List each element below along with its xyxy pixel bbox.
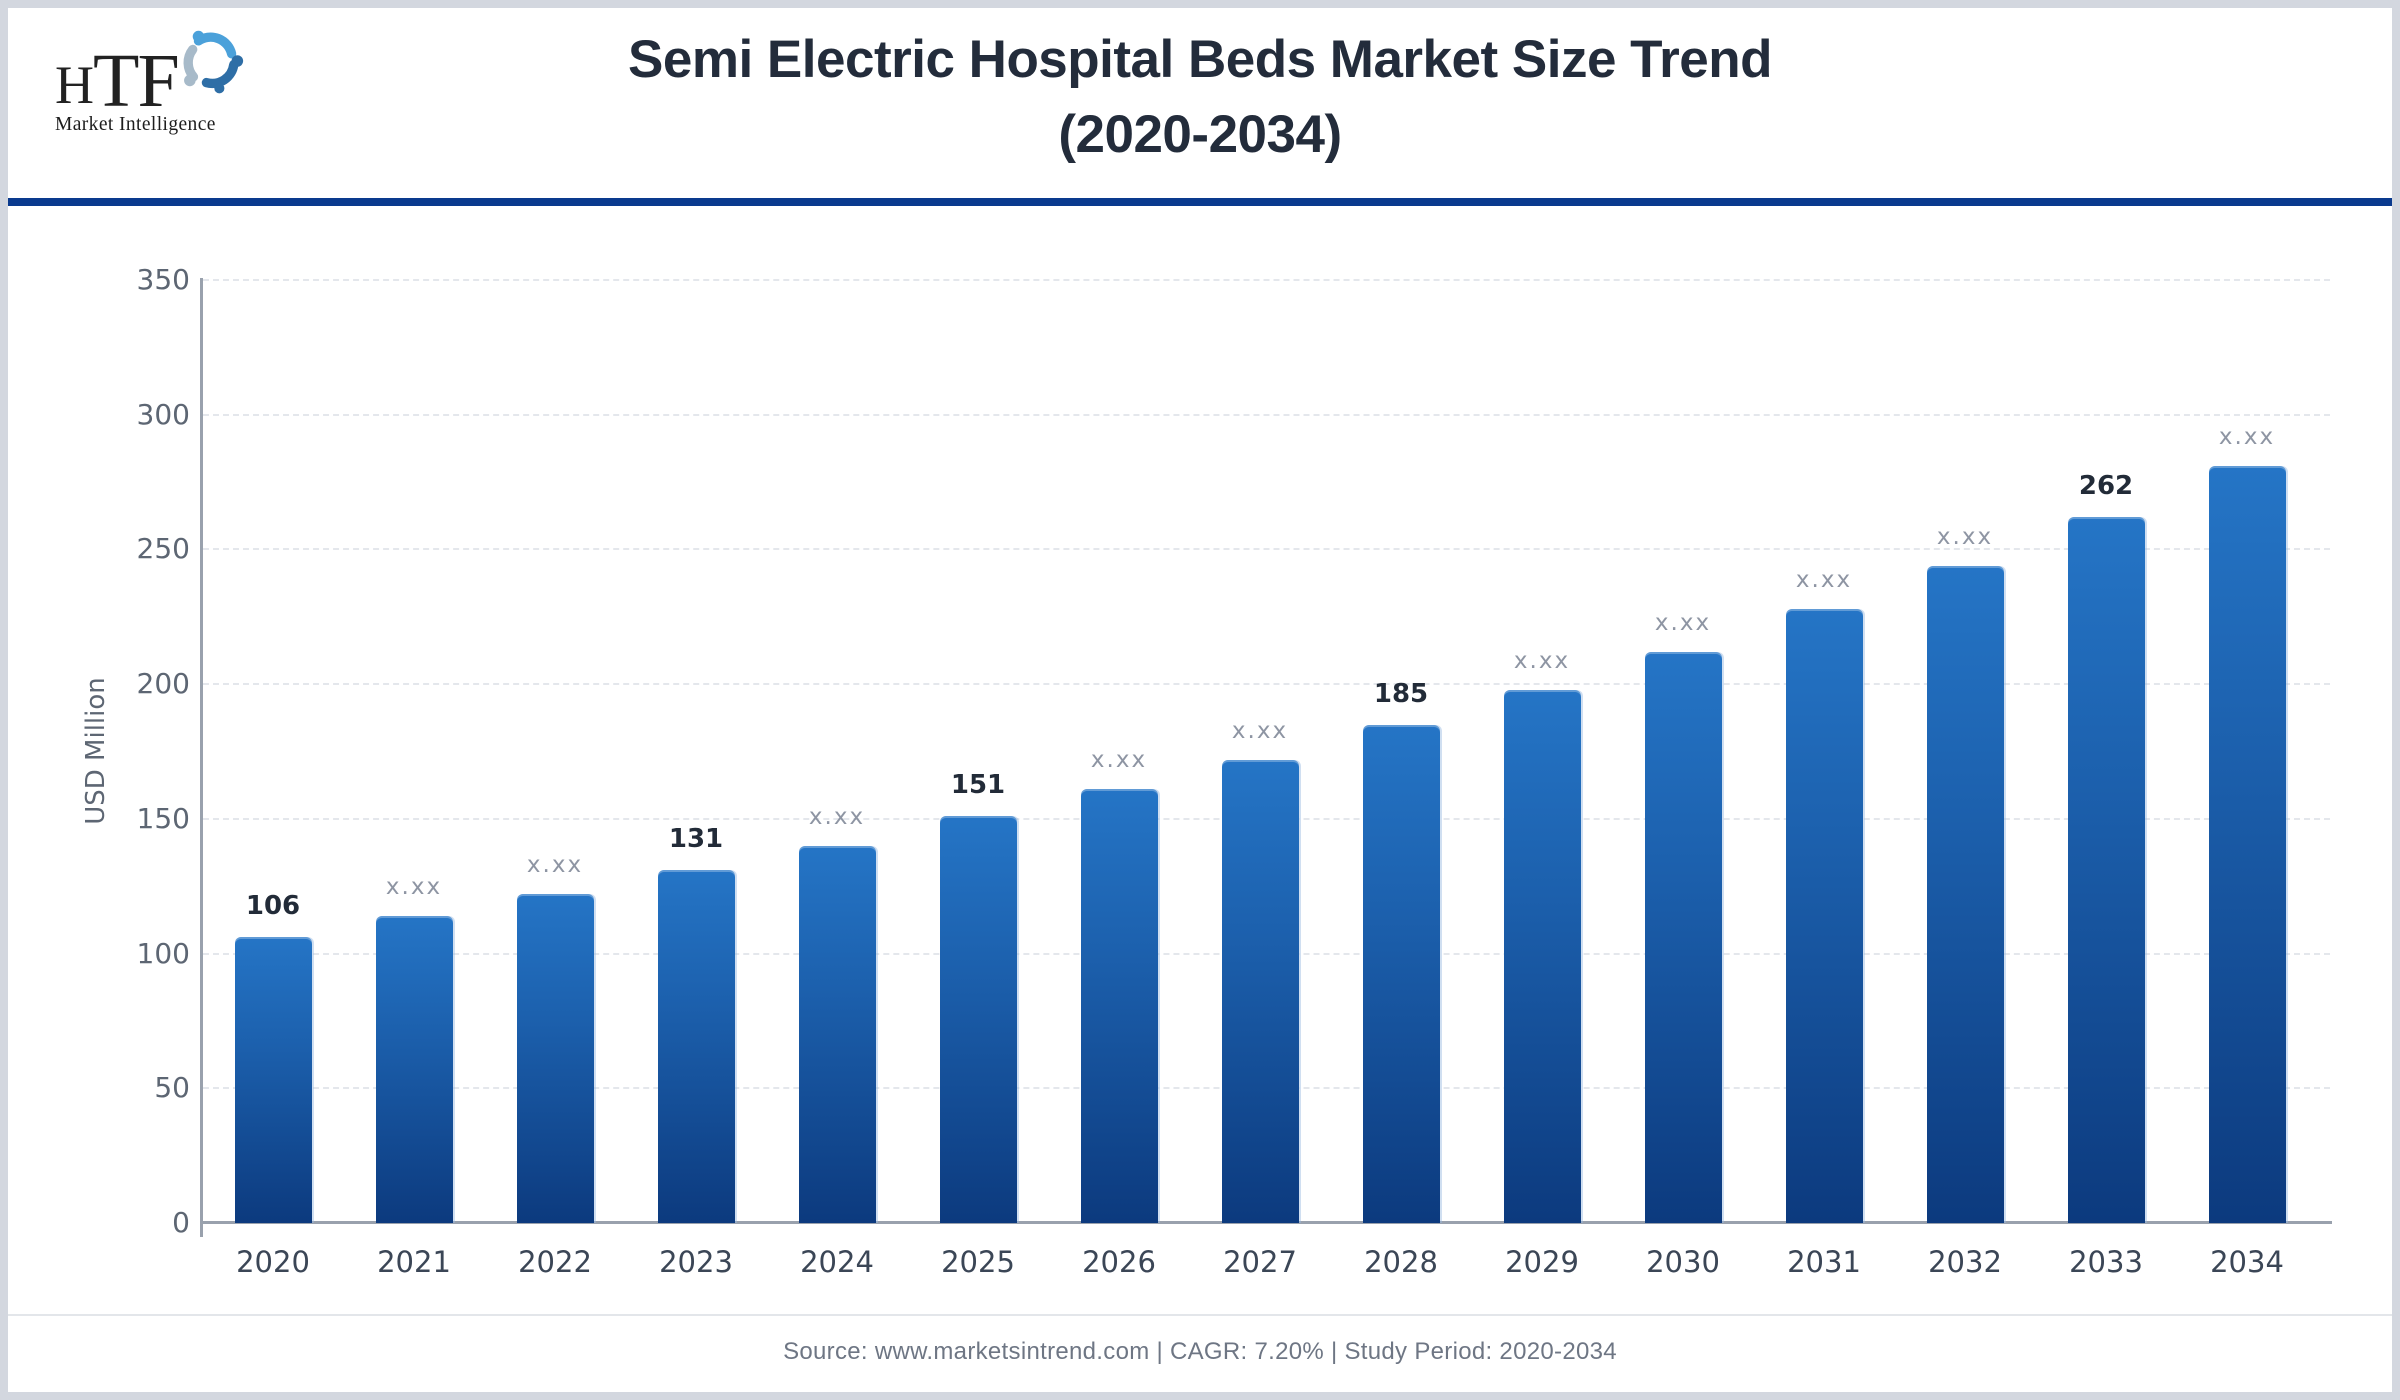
x-tick-2033: 2033 bbox=[2069, 1245, 2143, 1279]
bar-2021[interactable] bbox=[375, 915, 453, 1223]
bar-2024[interactable] bbox=[798, 845, 876, 1223]
value-label-2029: x.xx bbox=[1513, 647, 1571, 674]
y-tick-0: 0 bbox=[172, 1206, 190, 1239]
footer-source-line: Source: www.marketsintrend.com | CAGR: 7… bbox=[783, 1338, 1617, 1365]
bar-2025[interactable] bbox=[939, 816, 1017, 1223]
chart-title: Semi Electric Hospital Beds Market Size … bbox=[8, 22, 2392, 173]
value-label-2033: 262 bbox=[2078, 471, 2134, 502]
x-tick-2027: 2027 bbox=[1223, 1245, 1297, 1279]
y-tick-100: 100 bbox=[136, 936, 190, 970]
logo-letter-t: T bbox=[93, 38, 139, 123]
x-tick-2034: 2034 bbox=[2210, 1245, 2284, 1279]
footer-divider bbox=[8, 1314, 2392, 1316]
bar-2023[interactable] bbox=[657, 870, 735, 1223]
x-tick-2024: 2024 bbox=[800, 1245, 874, 1279]
value-label-2027: x.xx bbox=[1231, 717, 1289, 744]
logo-letter-h: H bbox=[55, 55, 94, 115]
y-tick-250: 250 bbox=[136, 532, 190, 566]
x-tick-2028: 2028 bbox=[1364, 1245, 1438, 1279]
header-divider bbox=[8, 198, 2392, 206]
bar-2033[interactable] bbox=[2067, 517, 2145, 1223]
logo-swirl-icon bbox=[174, 24, 246, 102]
x-tick-2021: 2021 bbox=[377, 1245, 451, 1279]
bar-2020[interactable] bbox=[234, 937, 312, 1223]
bar-2031[interactable] bbox=[1785, 608, 1863, 1223]
x-tick-2031: 2031 bbox=[1787, 1245, 1861, 1279]
value-label-2024: x.xx bbox=[808, 803, 866, 830]
x-tick-2030: 2030 bbox=[1646, 1245, 1720, 1279]
y-tick-300: 300 bbox=[136, 397, 190, 431]
value-label-2028: 185 bbox=[1373, 678, 1429, 709]
x-tick-2032: 2032 bbox=[1928, 1245, 2002, 1279]
value-label-2030: x.xx bbox=[1654, 609, 1712, 636]
logo-tagline: Market Intelligence bbox=[55, 114, 216, 135]
bar-2032[interactable] bbox=[1926, 565, 2004, 1223]
y-axis-tick-labels: 0 50 100 150 200 250 300 350 bbox=[68, 263, 190, 1239]
value-label-2023: 131 bbox=[668, 824, 724, 855]
chart-title-line2: (2020-2034) bbox=[1058, 105, 1342, 165]
gridline-250 bbox=[203, 548, 2330, 551]
value-label-2034: x.xx bbox=[2218, 423, 2276, 450]
value-label-2032: x.xx bbox=[1936, 523, 1994, 550]
x-tick-2020: 2020 bbox=[236, 1245, 310, 1279]
y-tick-50: 50 bbox=[154, 1071, 190, 1105]
y-tick-350: 350 bbox=[136, 263, 190, 296]
plot-area: 106 2020 x.xx 2021 x.xx 2022 131 2023 x.xx 2024 15… bbox=[200, 278, 2332, 1279]
gridline-350 bbox=[203, 279, 2330, 281]
y-tick-150: 150 bbox=[136, 801, 190, 835]
x-tick-2022: 2022 bbox=[518, 1245, 592, 1279]
gridline-300 bbox=[203, 413, 2330, 416]
y-axis-line bbox=[200, 278, 203, 1237]
x-tick-2023: 2023 bbox=[659, 1245, 733, 1279]
value-label-2020: 106 bbox=[245, 891, 301, 922]
bar-2027[interactable] bbox=[1221, 759, 1299, 1223]
x-tick-2026: 2026 bbox=[1082, 1245, 1156, 1279]
y-tick-200: 200 bbox=[136, 667, 190, 701]
value-label-2026: x.xx bbox=[1090, 747, 1148, 774]
bar-2026[interactable] bbox=[1080, 789, 1158, 1223]
logo-letter-f: F bbox=[137, 38, 179, 123]
value-label-2031: x.xx bbox=[1795, 566, 1853, 593]
bar-2028[interactable] bbox=[1362, 724, 1440, 1223]
x-tick-2029: 2029 bbox=[1505, 1245, 1579, 1279]
value-label-2022: x.xx bbox=[526, 852, 584, 879]
chart-title-line1: Semi Electric Hospital Beds Market Size … bbox=[628, 30, 1772, 89]
gridline-200 bbox=[203, 683, 2330, 686]
value-label-2025: 151 bbox=[950, 770, 1006, 801]
report-page: H T F bbox=[8, 8, 2392, 1392]
bar-2030[interactable] bbox=[1644, 651, 1722, 1223]
bar-2022[interactable] bbox=[516, 894, 594, 1223]
x-tick-2025: 2025 bbox=[941, 1245, 1015, 1279]
bar-2034[interactable] bbox=[2208, 465, 2286, 1223]
value-label-2021: x.xx bbox=[385, 873, 443, 900]
bar-2029[interactable] bbox=[1503, 689, 1581, 1223]
htf-logo: H T F bbox=[55, 24, 305, 136]
